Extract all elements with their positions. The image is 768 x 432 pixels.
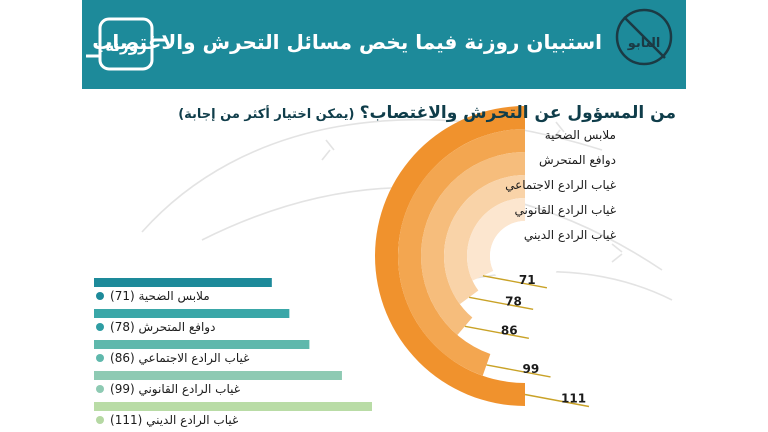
bar-3 (94, 340, 310, 349)
bar-bullet-5 (96, 416, 104, 424)
legend-item-1: ملابس الضحية (544, 128, 616, 142)
bar-2 (94, 309, 290, 318)
arc-value-label-1: 71 (519, 273, 536, 287)
arc-value-label-5: 111 (561, 392, 586, 406)
legend-item-4: غياب الرادع القانوني (514, 203, 616, 217)
bar-label-2: دوافع المتحرش (78) (110, 320, 216, 334)
arc-leader-3 (464, 325, 530, 339)
chart-canvas: 111 99 86 78 71 (94, 106, 673, 424)
bar-label-4: غياب الرادع القانوني (99) (110, 382, 240, 396)
arc-segment-2 (444, 175, 525, 305)
roznah-logo-text: روزنة (105, 37, 146, 55)
question-title: من المسؤول عن التحرش والاغتصاب؟ (يمكن اخ… (178, 103, 676, 123)
taboo-badge: التابو (615, 8, 673, 66)
bars-group (94, 278, 372, 424)
arcs-group (375, 106, 560, 406)
bar-bullet-3 (96, 354, 104, 362)
bar-label-3: غياب الرادع الاجتماعي (86) (110, 351, 250, 365)
arc-segment-5 (375, 106, 525, 406)
arc-segment-4 (398, 129, 525, 376)
page-header: روزنة التابو استبيان روزنة فيما يخص مسائ… (82, 0, 686, 89)
bar-bullet-2 (96, 323, 104, 331)
arc-segment-1 (466, 198, 525, 281)
arc-value-label-2: 78 (505, 294, 522, 308)
bar-bullet-4 (96, 385, 104, 393)
bar-1 (94, 278, 272, 287)
legend-item-5: غياب الرادع الديني (523, 228, 616, 242)
arc-value-label-4: 99 (523, 362, 540, 376)
legend-item-3: غياب الرادع الاجتماعي (505, 178, 616, 192)
bar-label-5: غياب الرادع الديني (111) (110, 413, 239, 427)
bar-5 (94, 402, 372, 411)
bar-4 (94, 371, 342, 380)
header-title: استبيان روزنة فيما يخص مسائل التحرش والا… (92, 30, 602, 54)
arc-leader-1 (482, 275, 548, 289)
bar-label-1: ملابس الضحية (71) (110, 289, 210, 303)
roznah-logo: روزنة (86, 17, 166, 71)
header-background: روزنة التابو (82, 0, 686, 89)
infographic-card: 111 99 86 78 71 روزنة التابو (82, 0, 686, 432)
donut-hole (490, 221, 560, 291)
arc-value-label-3: 86 (501, 323, 518, 337)
arc-leader-5 (524, 393, 590, 408)
bar-bullet-1 (96, 292, 104, 300)
arc-leader-2 (468, 296, 534, 311)
question-main: من المسؤول عن التحرش والاغتصاب؟ (359, 103, 676, 123)
arc-segment-3 (421, 152, 525, 336)
taboo-badge-text: التابو (627, 36, 661, 51)
arc-values-group: 111 99 86 78 71 (464, 273, 590, 408)
arc-leader-4 (486, 364, 551, 378)
question-note: (يمكن اختيار أكثر من إجابة) (178, 107, 355, 122)
legend-item-2: دوافع المتحرش (539, 153, 616, 167)
